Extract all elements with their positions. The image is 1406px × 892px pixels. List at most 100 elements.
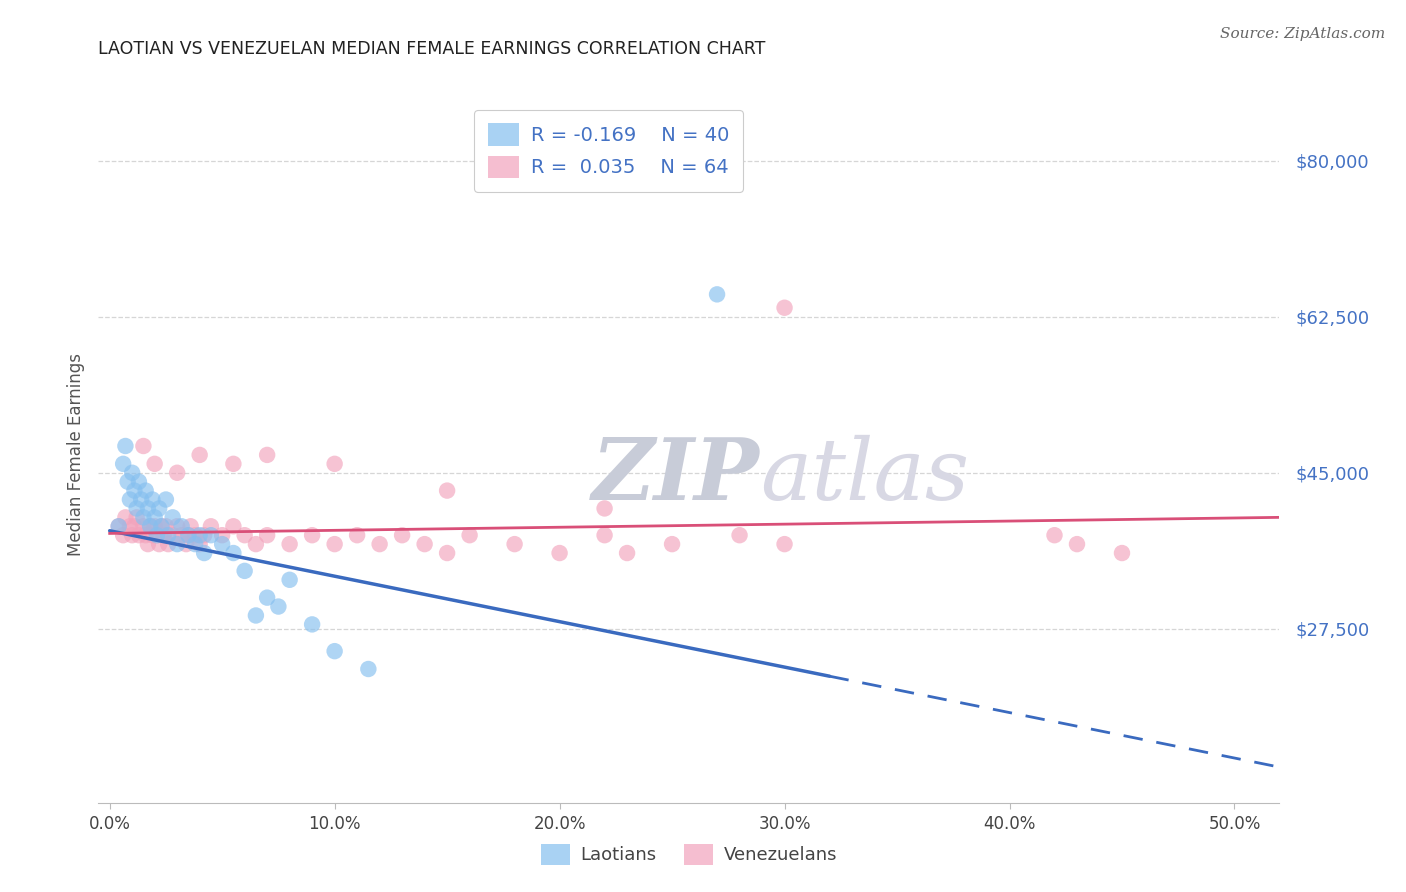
Point — [256, 591, 278, 605]
Point — [391, 528, 413, 542]
Point — [267, 599, 290, 614]
Point — [162, 510, 184, 524]
Point — [157, 528, 180, 542]
Point — [323, 457, 346, 471]
Point — [135, 528, 157, 542]
Point — [233, 528, 256, 542]
Point — [593, 528, 616, 542]
Point — [188, 537, 211, 551]
Point — [170, 528, 193, 542]
Point — [1111, 546, 1133, 560]
Point — [170, 519, 193, 533]
Point — [107, 519, 129, 533]
Point — [180, 519, 202, 533]
Point — [193, 546, 215, 560]
Point — [118, 519, 141, 533]
Point — [200, 528, 222, 542]
Point — [773, 301, 796, 315]
Point — [1043, 528, 1066, 542]
Point — [128, 475, 150, 489]
Point — [143, 457, 166, 471]
Point — [177, 528, 200, 542]
Point — [233, 564, 256, 578]
Point — [132, 439, 155, 453]
Point — [136, 501, 159, 516]
Point — [368, 537, 391, 551]
Point — [114, 439, 136, 453]
Text: LAOTIAN VS VENEZUELAN MEDIAN FEMALE EARNINGS CORRELATION CHART: LAOTIAN VS VENEZUELAN MEDIAN FEMALE EARN… — [98, 40, 766, 58]
Point — [436, 546, 458, 560]
Point — [155, 519, 177, 533]
Point — [143, 519, 166, 533]
Point — [222, 519, 245, 533]
Point — [117, 475, 139, 489]
Point — [125, 501, 148, 516]
Point — [661, 537, 683, 551]
Point — [278, 537, 301, 551]
Point — [121, 466, 143, 480]
Point — [132, 519, 155, 533]
Point — [222, 457, 245, 471]
Point — [177, 528, 200, 542]
Point — [301, 617, 323, 632]
Point — [503, 537, 526, 551]
Point — [245, 608, 267, 623]
Point — [128, 528, 150, 542]
Point — [125, 510, 148, 524]
Point — [132, 510, 155, 524]
Point — [346, 528, 368, 542]
Point — [301, 528, 323, 542]
Legend: Laotians, Venezuelans: Laotians, Venezuelans — [531, 835, 846, 874]
Point — [323, 644, 346, 658]
Point — [150, 519, 173, 533]
Text: ZIP: ZIP — [592, 434, 759, 517]
Point — [139, 519, 162, 533]
Point — [143, 510, 166, 524]
Point — [211, 537, 233, 551]
Point — [458, 528, 481, 542]
Point — [593, 501, 616, 516]
Point — [706, 287, 728, 301]
Point — [616, 546, 638, 560]
Point — [157, 537, 180, 551]
Point — [174, 537, 197, 551]
Point — [188, 448, 211, 462]
Point — [184, 528, 207, 542]
Point — [155, 492, 177, 507]
Point — [152, 528, 174, 542]
Point — [413, 537, 436, 551]
Point — [256, 528, 278, 542]
Point — [256, 448, 278, 462]
Point — [148, 501, 170, 516]
Point — [166, 537, 188, 551]
Point — [728, 528, 751, 542]
Point — [121, 528, 143, 542]
Point — [141, 528, 163, 542]
Point — [188, 528, 211, 542]
Point — [323, 537, 346, 551]
Point — [118, 492, 141, 507]
Point — [141, 492, 163, 507]
Point — [112, 528, 135, 542]
Point — [1066, 537, 1088, 551]
Point — [124, 519, 146, 533]
Point — [166, 519, 188, 533]
Point — [193, 528, 215, 542]
Point — [148, 537, 170, 551]
Point — [166, 466, 188, 480]
Point — [548, 546, 571, 560]
Point — [357, 662, 380, 676]
Point — [112, 457, 135, 471]
Point — [146, 528, 169, 542]
Point — [129, 492, 152, 507]
Point — [107, 519, 129, 533]
Point — [773, 537, 796, 551]
Text: atlas: atlas — [759, 434, 969, 517]
Point — [184, 537, 207, 551]
Point — [162, 528, 184, 542]
Y-axis label: Median Female Earnings: Median Female Earnings — [66, 353, 84, 557]
Point — [200, 519, 222, 533]
Point — [222, 546, 245, 560]
Point — [124, 483, 146, 498]
Point — [278, 573, 301, 587]
